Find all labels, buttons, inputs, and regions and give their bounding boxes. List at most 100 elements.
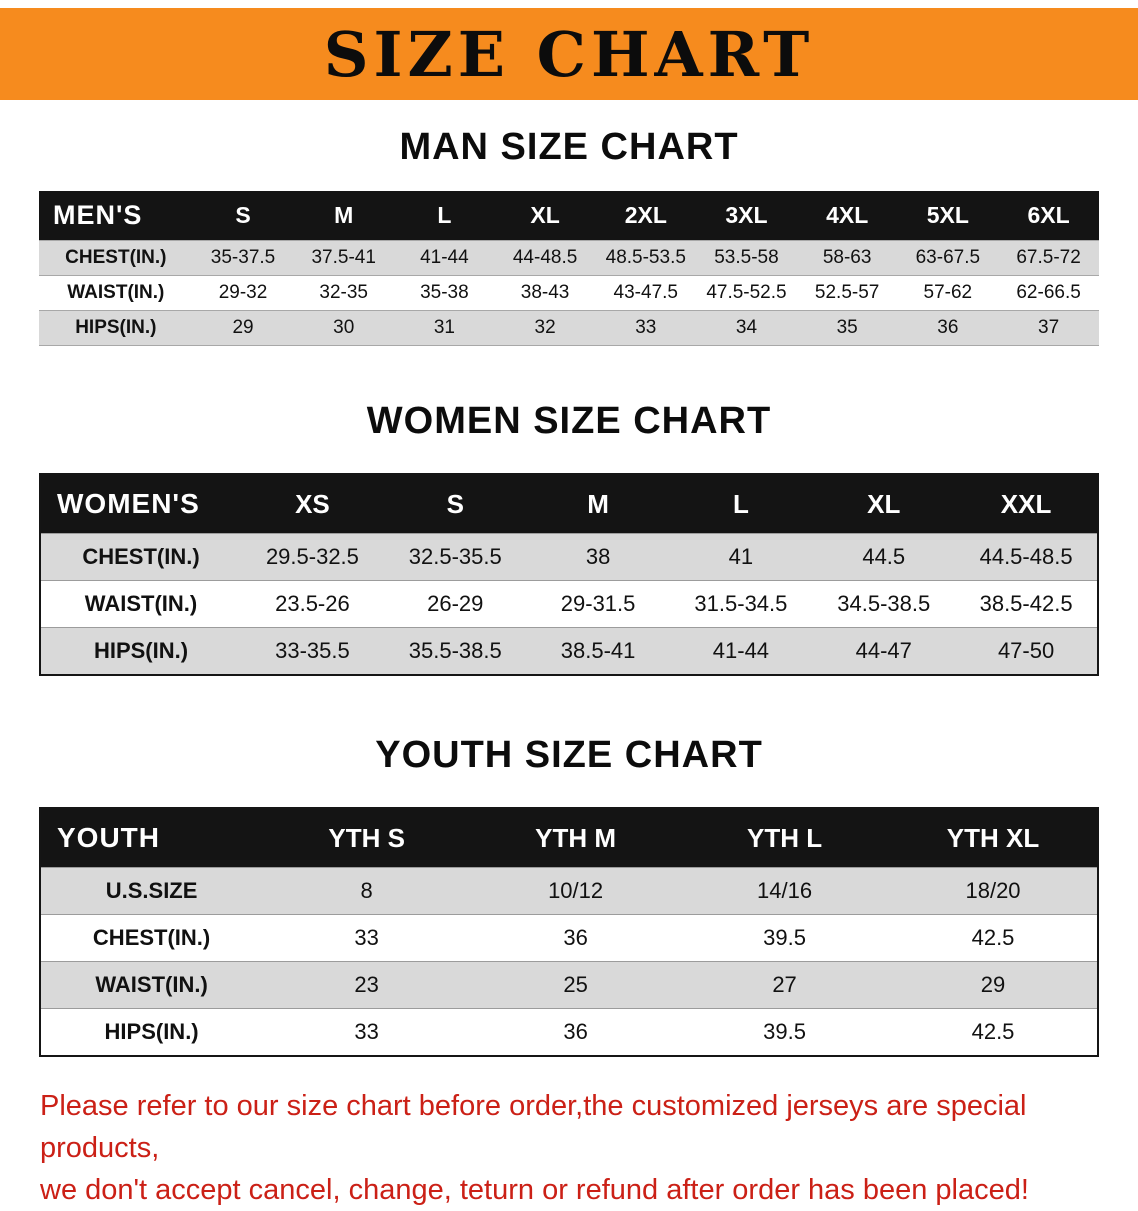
table-title-cell: WOMEN'S — [40, 474, 242, 534]
size-header-cell: YTH M — [471, 808, 681, 868]
measurement-value-cell: 47.5-52.5 — [696, 275, 797, 311]
measurement-value-cell: 37 — [998, 310, 1099, 346]
measurement-value-cell: 30 — [293, 310, 395, 346]
women-size-table: WOMEN'S XS S M L XL XXL CHEST(IN.) 29.5-32.5 32.5… — [39, 473, 1099, 676]
measurement-value-cell: 42.5 — [889, 914, 1098, 962]
measurement-row: CHEST(IN.) 35-37.5 37.5-41 41-44 44-48.5 48.5… — [39, 240, 1099, 276]
measurement-value-cell: 52.5-57 — [796, 275, 898, 311]
size-header-cell: S — [192, 191, 294, 241]
measurement-value-cell: 53.5-58 — [696, 240, 797, 276]
measurement-value-cell: 25 — [471, 961, 681, 1009]
youth-section-heading: YOUTH SIZE CHART — [375, 734, 763, 776]
measurement-value-cell: 32 — [494, 310, 596, 346]
size-table-header-row: MEN'S S M L XL 2XL 3XL 4XL 5XL 6XL — [39, 191, 1099, 241]
measurement-value-cell: 26-29 — [383, 580, 527, 628]
size-header-cell: 4XL — [796, 191, 898, 241]
size-chart-banner: SIZE CHART — [0, 8, 1138, 100]
size-header-cell: XXL — [955, 474, 1098, 534]
measurement-value-cell: 32.5-35.5 — [383, 533, 527, 581]
men-size-table: MEN'S S M L XL 2XL 3XL 4XL 5XL 6XL CHEST(IN.) 35-37… — [39, 191, 1099, 346]
size-header-cell: 5XL — [897, 191, 999, 241]
measurement-value-cell: 41-44 — [669, 627, 813, 675]
measurement-value-cell: 62-66.5 — [998, 275, 1099, 311]
measurement-value-cell: 43-47.5 — [595, 275, 697, 311]
size-header-cell: S — [383, 474, 527, 534]
table-title-cell: MEN'S — [39, 191, 193, 241]
measurement-row: HIPS(IN.) 29 30 31 32 33 34 35 36 37 — [39, 310, 1099, 346]
measurement-value-cell: 38 — [526, 533, 670, 581]
measurement-label-cell: HIPS(IN.) — [39, 310, 193, 346]
size-header-cell: XL — [494, 191, 596, 241]
measurement-label-cell: CHEST(IN.) — [40, 914, 263, 962]
section-men: MAN SIZE CHART MEN'S S M L XL 2XL 3XL 4XL 5XL 6XL… — [0, 126, 1138, 346]
size-header-cell: M — [293, 191, 395, 241]
size-table-header-row: WOMEN'S XS S M L XL XXL — [40, 474, 1098, 534]
size-header-cell: XS — [241, 474, 384, 534]
measurement-value-cell: 34 — [696, 310, 797, 346]
measurement-row: WAIST(IN.) 23 25 27 29 — [40, 961, 1098, 1009]
size-header-cell: M — [526, 474, 670, 534]
measurement-value-cell: 38-43 — [494, 275, 596, 311]
measurement-row: WAIST(IN.) 29-32 32-35 35-38 38-43 43-47.5 47.… — [39, 275, 1099, 311]
measurement-value-cell: 58-63 — [796, 240, 898, 276]
men-section-heading: MAN SIZE CHART — [399, 126, 739, 168]
measurement-value-cell: 14/16 — [680, 867, 890, 915]
measurement-value-cell: 32-35 — [293, 275, 395, 311]
size-header-cell: L — [394, 191, 495, 241]
women-section-heading: WOMEN SIZE CHART — [366, 400, 772, 442]
measurement-value-cell: 23.5-26 — [241, 580, 384, 628]
measurement-value-cell: 33 — [262, 1008, 472, 1056]
measurement-value-cell: 42.5 — [889, 1008, 1098, 1056]
measurement-value-cell: 35 — [796, 310, 898, 346]
measurement-value-cell: 27 — [680, 961, 890, 1009]
measurement-value-cell: 33 — [262, 914, 472, 962]
size-header-cell: L — [669, 474, 813, 534]
measurement-value-cell: 57-62 — [897, 275, 999, 311]
measurement-value-cell: 35-38 — [394, 275, 495, 311]
table-title-cell: YOUTH — [40, 808, 263, 868]
measurement-label-cell: CHEST(IN.) — [40, 533, 242, 581]
section-youth: YOUTH SIZE CHART YOUTH YTH S YTH M YTH L YTH… — [0, 734, 1138, 1057]
measurement-value-cell: 48.5-53.5 — [595, 240, 697, 276]
size-table-header-row: YOUTH YTH S YTH M YTH L YTH XL — [40, 808, 1098, 868]
measurement-label-cell: CHEST(IN.) — [39, 240, 193, 276]
measurement-value-cell: 29-31.5 — [526, 580, 670, 628]
measurement-label-cell: WAIST(IN.) — [39, 275, 193, 311]
youth-size-table: YOUTH YTH S YTH M YTH L YTH XL U.S.SIZE 8 10/12… — [39, 807, 1099, 1057]
measurement-value-cell: 36 — [471, 1008, 681, 1056]
measurement-value-cell: 38.5-41 — [526, 627, 670, 675]
measurement-value-cell: 23 — [262, 961, 472, 1009]
size-header-cell: 6XL — [998, 191, 1099, 241]
measurement-value-cell: 44-47 — [812, 627, 956, 675]
measurement-row: HIPS(IN.) 33 36 39.5 42.5 — [40, 1008, 1098, 1056]
measurement-value-cell: 8 — [262, 867, 472, 915]
measurement-row: CHEST(IN.) 33 36 39.5 42.5 — [40, 914, 1098, 962]
size-header-cell: YTH S — [262, 808, 472, 868]
measurement-value-cell: 29.5-32.5 — [241, 533, 384, 581]
section-women: WOMEN SIZE CHART WOMEN'S XS S M L XL XXL CHEST(… — [0, 400, 1138, 676]
measurement-label-cell: U.S.SIZE — [40, 867, 263, 915]
measurement-value-cell: 31 — [394, 310, 495, 346]
measurement-value-cell: 41-44 — [394, 240, 495, 276]
size-header-cell: YTH XL — [889, 808, 1098, 868]
measurement-value-cell: 63-67.5 — [897, 240, 999, 276]
measurement-row: CHEST(IN.) 29.5-32.5 32.5-35.5 38 41 44.5 44.5… — [40, 533, 1098, 581]
measurement-value-cell: 37.5-41 — [293, 240, 395, 276]
measurement-row: WAIST(IN.) 23.5-26 26-29 29-31.5 31.5-34.5 34… — [40, 580, 1098, 628]
measurement-value-cell: 35-37.5 — [192, 240, 294, 276]
measurement-value-cell: 29 — [889, 961, 1098, 1009]
size-header-cell: YTH L — [680, 808, 890, 868]
measurement-value-cell: 10/12 — [471, 867, 681, 915]
banner-title: SIZE CHART — [323, 17, 815, 91]
size-header-cell: XL — [812, 474, 956, 534]
measurement-value-cell: 44.5 — [812, 533, 956, 581]
measurement-value-cell: 18/20 — [889, 867, 1098, 915]
measurement-label-cell: WAIST(IN.) — [40, 961, 263, 1009]
measurement-row: U.S.SIZE 8 10/12 14/16 18/20 — [40, 867, 1098, 915]
size-chart-page: SIZE CHART MAN SIZE CHART MEN'S S M L XL 2XL 3… — [0, 8, 1138, 1211]
measurement-value-cell: 33-35.5 — [241, 627, 384, 675]
size-header-cell: 2XL — [595, 191, 697, 241]
measurement-label-cell: HIPS(IN.) — [40, 1008, 263, 1056]
measurement-value-cell: 33 — [595, 310, 697, 346]
measurement-value-cell: 47-50 — [955, 627, 1098, 675]
